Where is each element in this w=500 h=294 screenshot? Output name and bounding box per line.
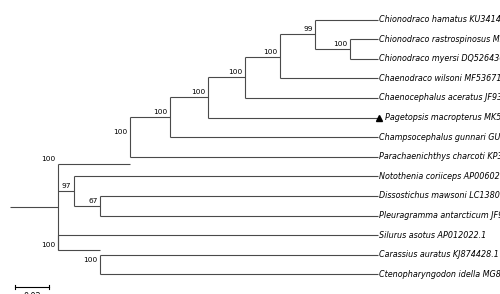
Text: Pleuragramma antarcticum JF933905.1: Pleuragramma antarcticum JF933905.1 [379, 211, 500, 220]
Text: 100: 100 [83, 257, 98, 263]
Text: Chionodraco hamatus KU341409.1: Chionodraco hamatus KU341409.1 [379, 15, 500, 24]
Text: Pagetopsis macropterus MK517525: Pagetopsis macropterus MK517525 [385, 113, 500, 122]
Text: Champsocephalus gunnari GU217678.1: Champsocephalus gunnari GU217678.1 [379, 133, 500, 142]
Text: 100: 100 [41, 156, 55, 162]
Text: 99: 99 [303, 26, 312, 32]
Text: Parachaenichthys charcoti KP300644. 1: Parachaenichthys charcoti KP300644. 1 [379, 152, 500, 161]
Text: Chionodraco myersi DQ526430.1: Chionodraco myersi DQ526430.1 [379, 54, 500, 63]
Text: 100: 100 [263, 49, 278, 55]
Text: Chionodraco rastrospinosus MF622064.1: Chionodraco rastrospinosus MF622064.1 [379, 35, 500, 44]
Text: 0.02: 0.02 [23, 292, 41, 294]
Text: 100: 100 [153, 109, 168, 115]
Text: 100: 100 [333, 41, 347, 47]
Text: Notothenia coriiceps AP006021.1: Notothenia coriiceps AP006021.1 [379, 172, 500, 181]
Text: 67: 67 [88, 198, 98, 204]
Text: 97: 97 [62, 183, 72, 189]
Text: Carassius auratus KJ874428.1: Carassius auratus KJ874428.1 [379, 250, 499, 259]
Text: Silurus asotus AP012022.1: Silurus asotus AP012022.1 [379, 231, 486, 240]
Text: 100: 100 [191, 89, 205, 95]
Text: Ctenopharyngodon idella MG827396.1: Ctenopharyngodon idella MG827396.1 [379, 270, 500, 279]
Text: 100: 100 [41, 242, 55, 248]
Text: Dissostichus mawsoni LC138011.1: Dissostichus mawsoni LC138011.1 [379, 191, 500, 201]
Text: Chaenodraco wilsoni MF536715.1: Chaenodraco wilsoni MF536715.1 [379, 74, 500, 83]
Text: Chaenocephalus aceratus JF933907.1: Chaenocephalus aceratus JF933907.1 [379, 93, 500, 103]
Text: 100: 100 [113, 129, 128, 135]
Text: 100: 100 [228, 69, 242, 75]
